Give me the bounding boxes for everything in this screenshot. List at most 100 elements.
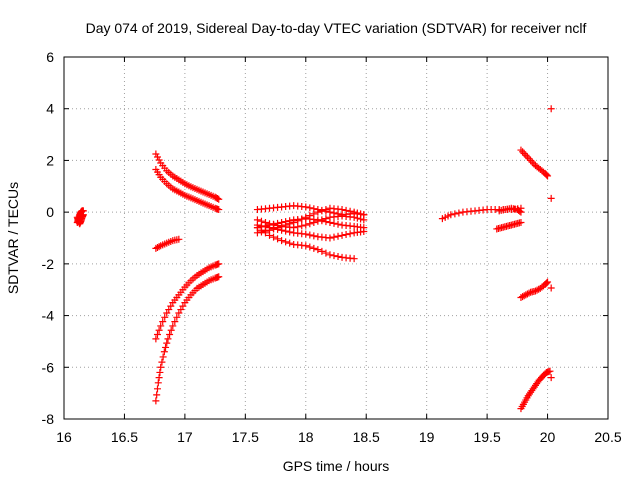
data-point-arc-p — [516, 207, 524, 215]
data-point-arc-l — [314, 246, 322, 254]
data-point-arc-k — [318, 207, 326, 215]
x-tick-label: 18.5 — [353, 429, 380, 445]
data-point-arc-g — [162, 343, 170, 351]
data-point-arc-g — [154, 379, 162, 387]
data-point-arc-e — [152, 244, 160, 252]
data-point-arc-j — [318, 217, 326, 225]
data-point-arc-q — [530, 160, 538, 168]
data-point-arc-q — [525, 155, 533, 163]
tick-labels: 16 16.5 17 17.5 18 18.5 19 19.5 20 20.5 -8 -6 -4 -2 0 2… — [42, 49, 622, 445]
data-point-arc-g — [152, 397, 160, 405]
data-point-arc-b — [79, 211, 87, 219]
x-tick-label: 16.5 — [111, 429, 138, 445]
data-point-arc-m — [261, 223, 269, 231]
data-point-arc-l — [306, 243, 314, 251]
data-point-arc-r — [543, 279, 551, 287]
data-point-arc-m — [346, 230, 354, 238]
data-point-arc-e — [155, 243, 163, 251]
data-point-arc-m — [270, 225, 278, 233]
data-point-arc-k — [290, 218, 298, 226]
data-point-arc-c — [214, 195, 222, 203]
x-axis-label: GPS time / hours — [283, 458, 390, 474]
data-point-arc-m — [326, 234, 334, 242]
data-point-arc-k — [302, 213, 310, 221]
y-tick-label: -4 — [42, 308, 55, 324]
data-point-arc-k — [357, 210, 365, 218]
data-point-arc-g — [160, 348, 168, 356]
data-point-arc-p — [517, 208, 525, 216]
data-point-arc-i — [302, 221, 310, 229]
x-tick-label: 17.5 — [232, 429, 259, 445]
data-point-arc-l — [310, 244, 318, 252]
data-point-arc-m — [360, 228, 368, 236]
data-point-arc-g — [167, 326, 175, 334]
data-point-arc-e — [153, 243, 161, 251]
data-point-arc-q — [517, 146, 525, 154]
data-point-arc-m — [338, 231, 346, 239]
x-tick-label: 18 — [298, 429, 314, 445]
data-point-arc-i — [294, 223, 302, 231]
data-point-arc-l — [322, 249, 330, 257]
data-point-arc-k — [322, 206, 330, 214]
data-point-arc-q — [543, 171, 551, 179]
y-tick-label: 6 — [46, 49, 54, 65]
x-tick-label: 20 — [540, 429, 556, 445]
data-point-arc-q — [527, 156, 535, 164]
y-tick-label: 4 — [46, 101, 54, 117]
data-point-arc-l — [318, 247, 326, 255]
data-point-arc-g — [159, 353, 167, 361]
data-point-arc-m — [306, 231, 314, 239]
data-point-arc-s — [546, 367, 554, 375]
y-axis-label: SDTVAR / TECUs — [5, 182, 21, 294]
data-point-arc-l — [270, 233, 278, 241]
data-point-arc-c — [155, 156, 163, 164]
data-point-arc-l — [326, 251, 334, 259]
data-point-arc-g — [156, 368, 164, 376]
data-point-arc-g — [163, 339, 171, 347]
data-point-arc-q — [544, 172, 552, 180]
data-point-arc-k — [342, 206, 350, 214]
data-point-arc-h — [306, 204, 314, 212]
data-point-arc-t — [547, 194, 555, 202]
data-point-arc-m — [274, 225, 282, 233]
data-point-arc-i — [298, 222, 306, 230]
data-point-arc-g — [157, 363, 165, 371]
data-point-arc-d — [215, 206, 223, 214]
data-point-arc-m — [334, 232, 342, 240]
data-point-arc-r — [531, 287, 539, 295]
data-point-arc-g — [158, 358, 166, 366]
data-point-arc-h — [302, 203, 310, 211]
data-point-arc-r — [542, 280, 550, 288]
data-point-arc-t — [547, 374, 555, 382]
data-point-arc-c — [153, 153, 161, 161]
data-point-arc-k — [282, 221, 290, 229]
data-point-arc-k — [346, 207, 354, 215]
data-point-arc-n — [455, 209, 463, 217]
data-point-arc-g — [215, 273, 223, 281]
data-point-arc-k — [310, 210, 318, 218]
data-point-arc-m — [310, 232, 318, 240]
data-point-arc-m — [266, 224, 274, 232]
data-point-arc-k — [353, 209, 361, 217]
data-point-arc-k — [338, 206, 346, 214]
data-point-arc-q — [523, 153, 531, 161]
data-point-arc-r — [520, 292, 528, 300]
data-point-arc-l — [302, 242, 310, 250]
data-point-arc-t — [547, 105, 555, 113]
data-point-arc-l — [330, 252, 338, 260]
data-point-arc-g — [166, 331, 174, 339]
data-point-arc-m — [282, 227, 290, 235]
data-point-arc-k — [350, 208, 358, 216]
data-point-arc-m — [257, 222, 265, 230]
data-point-arc-j — [322, 218, 330, 226]
data-point-arc-c — [152, 150, 160, 158]
data-point-arc-k — [298, 215, 306, 223]
y-tick-label: -2 — [42, 256, 55, 272]
y-tick-label: 0 — [46, 204, 54, 220]
x-tick-label: 19 — [419, 429, 435, 445]
y-tick-label: 2 — [46, 152, 54, 168]
data-markers — [73, 105, 555, 413]
data-point-arc-l — [286, 239, 294, 247]
data-point-arc-q — [528, 158, 536, 166]
